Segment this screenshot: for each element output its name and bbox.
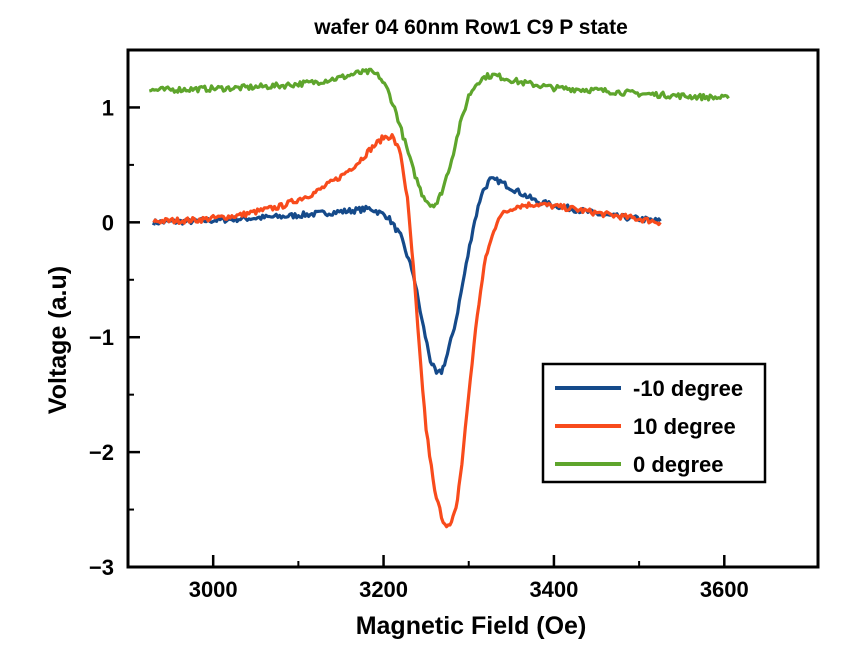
- series-line: [148, 67, 730, 209]
- chart-title: wafer 04 60nm Row1 C9 P state: [313, 16, 628, 39]
- y-tick-label: −1: [89, 325, 114, 350]
- series-line: [152, 133, 662, 529]
- x-tick-label: 3400: [529, 577, 578, 602]
- y-axis-label: Voltage (a.u): [44, 266, 72, 414]
- x-tick-label: 3600: [700, 577, 749, 602]
- x-tick-label: 3000: [189, 577, 238, 602]
- series-line: [152, 176, 662, 375]
- legend-label: 10 degree: [633, 414, 736, 439]
- legend: -10 degree 10 degree 0 degree: [541, 362, 767, 484]
- x-axis-label: Magnetic Field (Oe): [356, 612, 587, 640]
- x-tick-label: 3200: [359, 577, 408, 602]
- y-tick-label: −3: [89, 555, 114, 580]
- y-tick-label: 0: [102, 210, 114, 235]
- plot-frame: [126, 48, 820, 569]
- x-axis: 3000 3200 3400 3600: [189, 555, 749, 602]
- legend-label: 0 degree: [633, 452, 724, 477]
- y-axis: −3 −2 −1 0 1: [89, 95, 140, 580]
- y-tick-label: 1: [102, 95, 114, 120]
- series-layer: [148, 67, 730, 529]
- legend-label: -10 degree: [633, 376, 743, 401]
- y-tick-label: −2: [89, 440, 114, 465]
